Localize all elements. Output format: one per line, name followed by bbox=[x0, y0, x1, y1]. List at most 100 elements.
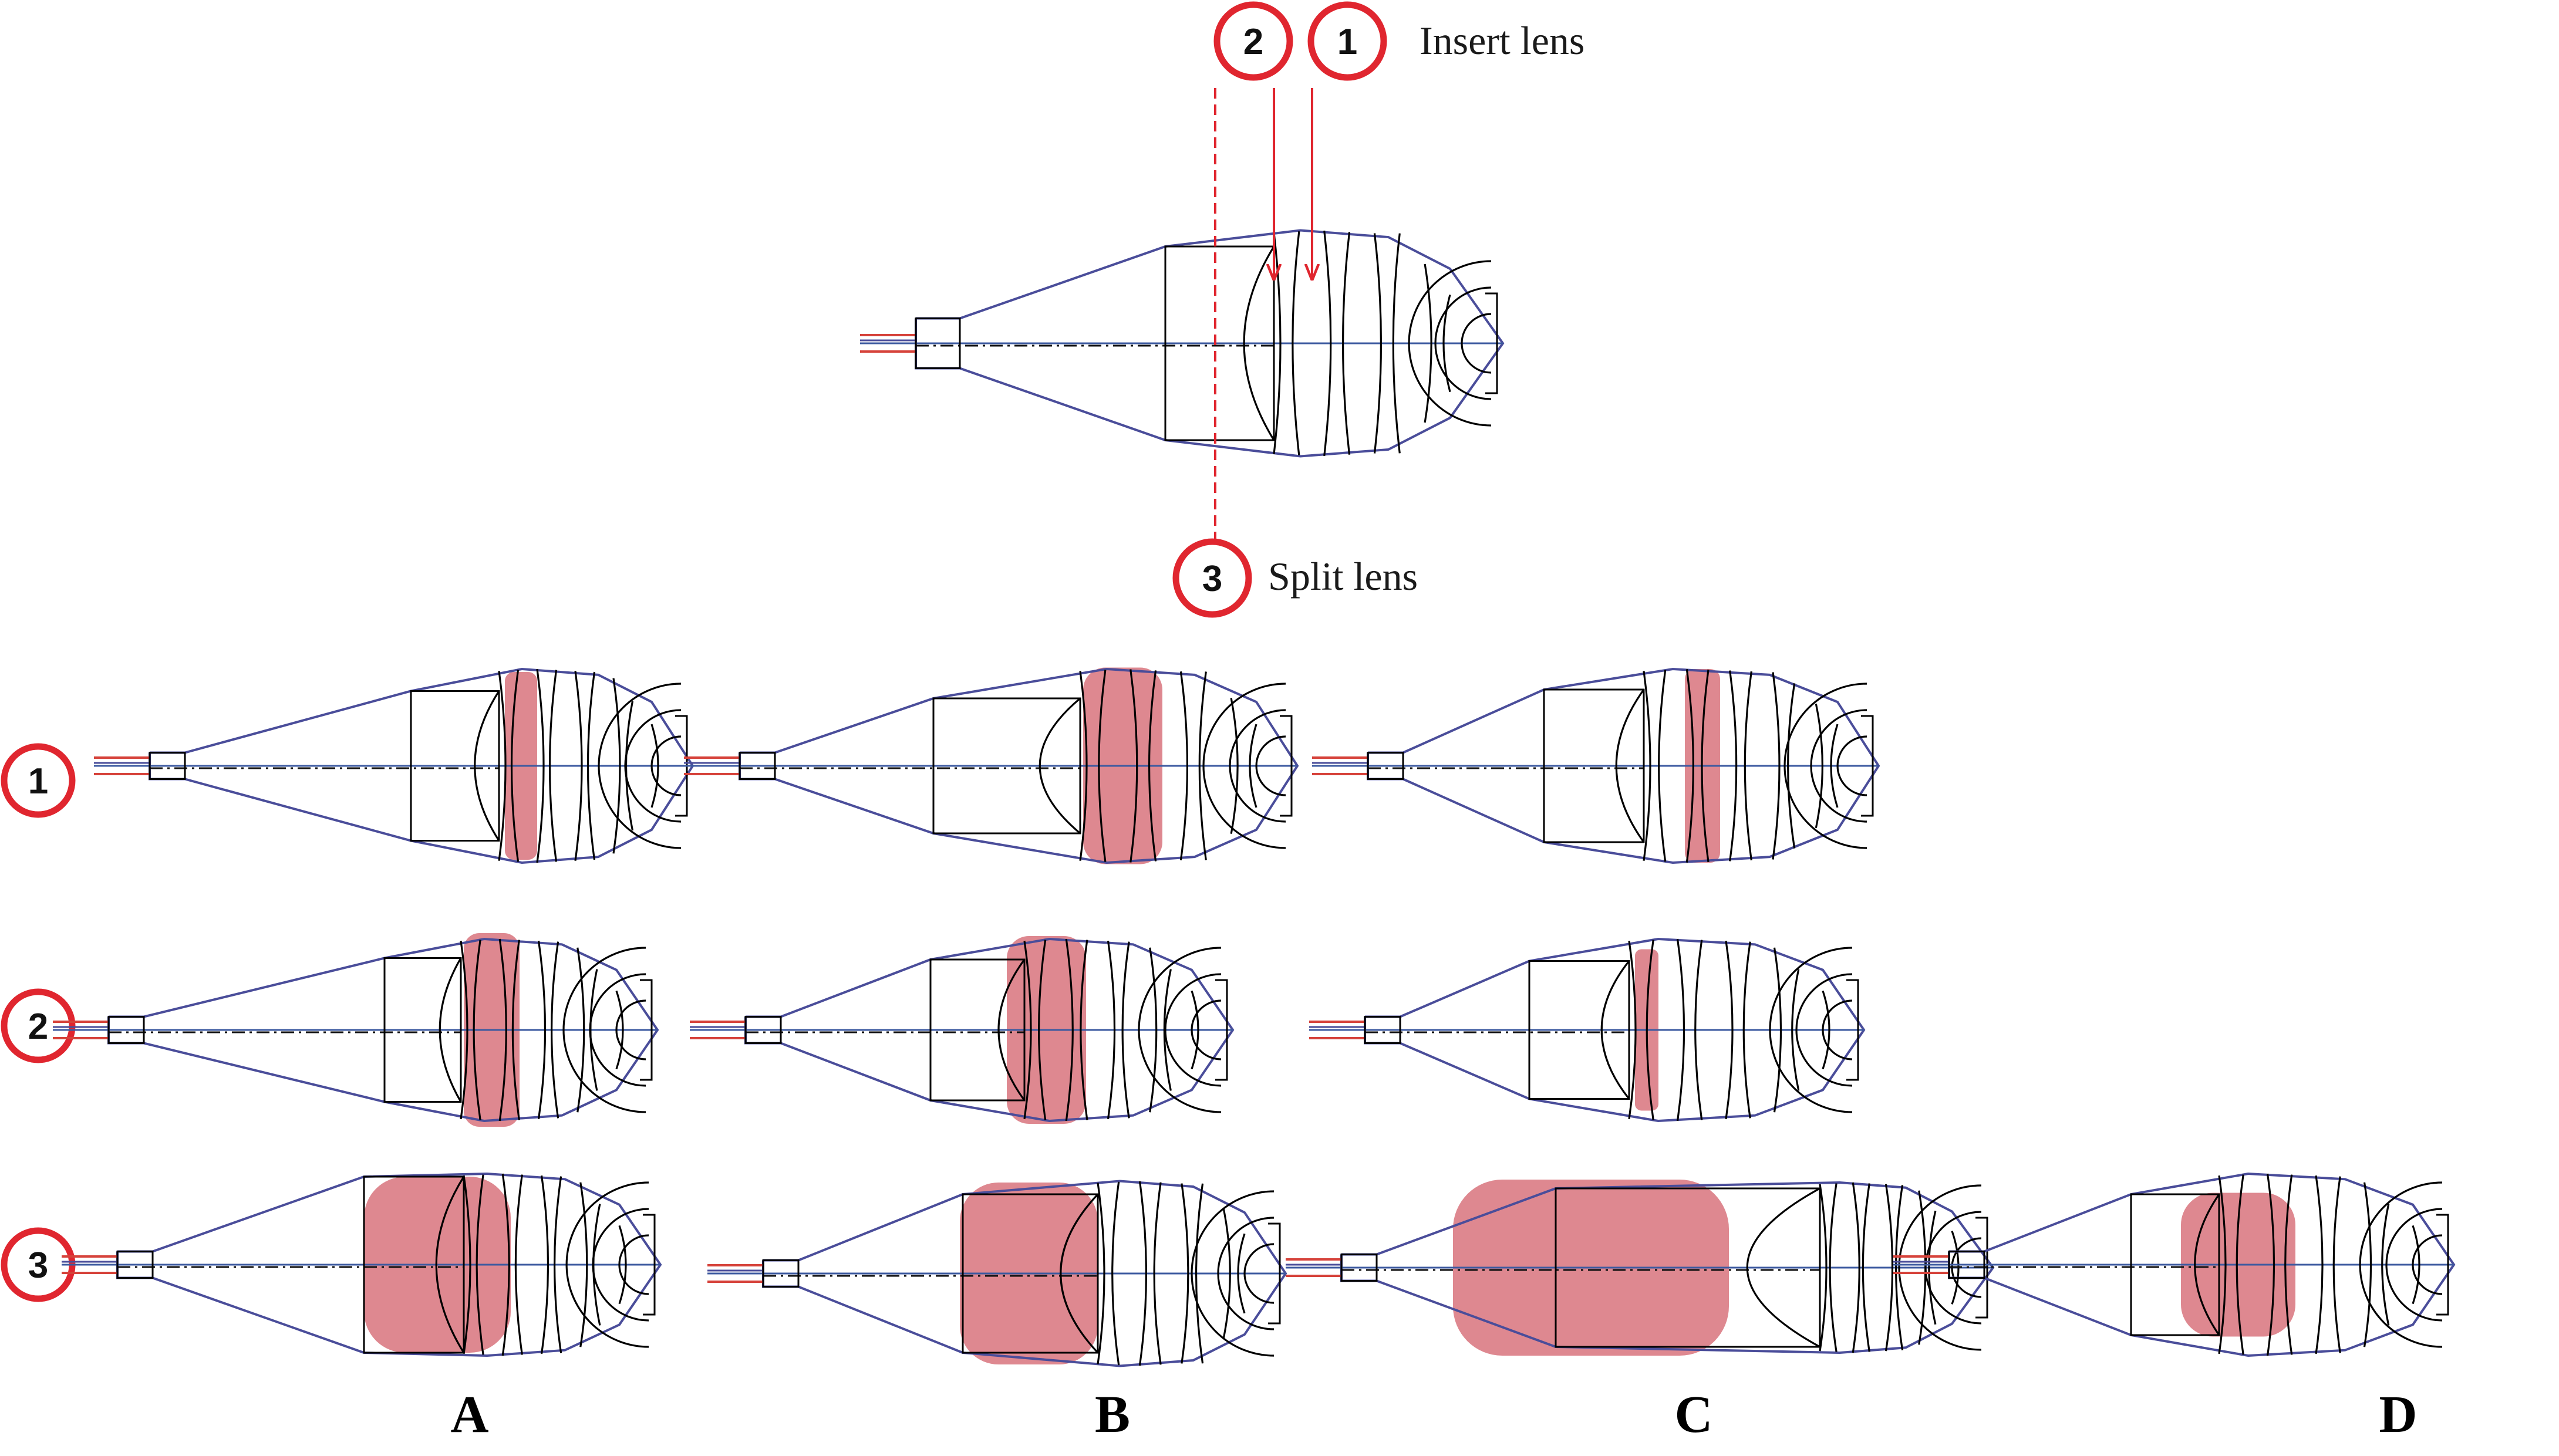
variant-3-a-element-surface-9 bbox=[618, 1225, 627, 1305]
variant-3-c-element-surface-8 bbox=[1928, 1210, 1937, 1325]
variant-3-d-front-element bbox=[2130, 1193, 2220, 1336]
variant-3-a-sensor bbox=[116, 1251, 154, 1279]
variant-2-c-element-surface-1 bbox=[1628, 940, 1637, 1120]
variant-1-b-rear-bracket bbox=[1280, 715, 1293, 817]
variant-1-c-element-surface-2 bbox=[1658, 670, 1667, 862]
svg-text:2: 2 bbox=[1243, 22, 1263, 62]
variant-1-a-element-surface-7 bbox=[612, 678, 621, 854]
variant-3-a-element-surface-1 bbox=[463, 1175, 471, 1354]
variant-3-c-front-element bbox=[1555, 1187, 1821, 1348]
variant-1-a-element-surface-3 bbox=[536, 668, 545, 863]
variant-1-a-rear-arc-1 bbox=[650, 735, 682, 796]
variant-1-c-rear-arc-1 bbox=[1836, 735, 1867, 796]
variant-3-b-element-surface-1 bbox=[1097, 1183, 1105, 1364]
variant-2-a-rear-arc-2 bbox=[589, 973, 646, 1087]
variant-2-c-element-surface-7 bbox=[1773, 947, 1782, 1113]
variant-2-b-element-surface-4 bbox=[1080, 940, 1088, 1120]
variant-1-a-element-surface-5 bbox=[574, 671, 583, 861]
svg-text:1: 1 bbox=[28, 761, 48, 802]
variant-2-c-element-surface-9 bbox=[1822, 990, 1830, 1070]
variant-1-c-envelope bbox=[1367, 667, 1880, 864]
variant-2-b-element-surface-9 bbox=[1191, 990, 1199, 1070]
variant-1-a-element-surface-1 bbox=[498, 671, 507, 861]
variant-1-c-element-surface-10 bbox=[1830, 724, 1839, 808]
variant-2-b-meniscus bbox=[997, 959, 1026, 1101]
row-badge-3: 3 bbox=[1, 1227, 76, 1302]
variant-3-b-rear-bracket bbox=[1268, 1222, 1281, 1325]
variant-3-a-element-surface-3 bbox=[501, 1173, 510, 1356]
variant-3-b-meniscus bbox=[1060, 1193, 1099, 1354]
variant-3-a-element-surface-6 bbox=[554, 1176, 562, 1353]
variant-1-c-element-surface-4 bbox=[1701, 669, 1710, 863]
variant-1-c-meniscus bbox=[1615, 689, 1645, 843]
base-rear-arc-1 bbox=[1461, 313, 1492, 374]
variant-3-c-element-surface-5 bbox=[1884, 1184, 1894, 1352]
variant-2-a-envelope bbox=[107, 937, 659, 1123]
svg-text:3: 3 bbox=[1202, 559, 1222, 599]
svg-text:2: 2 bbox=[28, 1006, 48, 1047]
variant-2-c-rear-bracket bbox=[1846, 979, 1859, 1081]
variant-3-b-rear-arc-3 bbox=[1191, 1190, 1275, 1357]
svg-text:3: 3 bbox=[28, 1245, 48, 1286]
variant-3-b-front-element bbox=[962, 1193, 1099, 1354]
variant-3-b-system bbox=[707, 1180, 1287, 1367]
variant-2-c-envelope bbox=[1364, 937, 1866, 1123]
variant-1-a-element-surface-6 bbox=[586, 671, 596, 860]
variant-2-c-element-surface-4 bbox=[1694, 940, 1703, 1120]
variant-1-b-element-surface-4 bbox=[1148, 670, 1157, 862]
variant-1-b-element-surface-3 bbox=[1130, 669, 1138, 863]
variant-2-c-rear-arc-2 bbox=[1795, 973, 1853, 1087]
variant-3-d-element-surface-9 bbox=[2412, 1225, 2420, 1305]
variant-1-b-element-surface-5 bbox=[1179, 671, 1189, 860]
variant-2-c-system bbox=[1309, 937, 1866, 1123]
variant-2-b-element-surface-6 bbox=[1121, 941, 1130, 1119]
variant-2-a-element-surface-2 bbox=[473, 940, 481, 1120]
variant-1-b-front-element bbox=[932, 697, 1081, 835]
variant-3-c-element-surface-3 bbox=[1852, 1182, 1860, 1353]
variant-2-a-rear-arc-1 bbox=[615, 999, 646, 1060]
variant-3-c-rear-arc-2 bbox=[1924, 1211, 1982, 1325]
variant-3-d-element-surface-6 bbox=[2332, 1176, 2341, 1353]
variant-1-b-envelope bbox=[739, 667, 1299, 864]
variant-1-c-element-surface-8 bbox=[1787, 683, 1796, 849]
variant-3-c-element-surface-2 bbox=[1829, 1183, 1838, 1352]
variant-1-b-rear-arc-1 bbox=[1255, 735, 1286, 796]
variant-1-b-element-surface-2 bbox=[1098, 670, 1107, 862]
variant-1-a-front-element bbox=[410, 690, 500, 842]
variant-3-a-rear-bracket bbox=[643, 1214, 656, 1316]
variant-3-c-element-surface-4 bbox=[1862, 1183, 1870, 1352]
variant-3-a-front-element bbox=[363, 1175, 465, 1354]
variant-3-b-element-surface-5 bbox=[1181, 1183, 1189, 1364]
variant-1-b-element-surface-7 bbox=[1230, 697, 1239, 835]
variant-3-d-element-surface-3 bbox=[2266, 1173, 2275, 1356]
variant-1-c-rear-arc-3 bbox=[1783, 683, 1867, 849]
variant-1-c-element-surface-3 bbox=[1685, 669, 1694, 863]
column-label-c: C bbox=[1675, 1386, 1713, 1444]
variant-3-a-meniscus bbox=[435, 1176, 465, 1353]
variant-1-c-front-element bbox=[1543, 688, 1645, 843]
variant-3-b-rear-arc-2 bbox=[1217, 1217, 1275, 1330]
variant-1-b-rear-arc-2 bbox=[1229, 709, 1286, 823]
variant-2-a-element-surface-9 bbox=[615, 990, 624, 1070]
variant-1-a-element-surface-2 bbox=[510, 670, 520, 862]
variant-3-a-rear-arc-1 bbox=[618, 1234, 649, 1295]
variant-2-a-rear-arc-3 bbox=[562, 947, 646, 1113]
variant-2-b-element-surface-5 bbox=[1107, 940, 1116, 1120]
variant-1-b-element-surface-8 bbox=[1249, 724, 1257, 808]
variant-1-c-element-surface-7 bbox=[1772, 672, 1781, 860]
variant-3-a-element-surface-4 bbox=[514, 1174, 523, 1355]
variant-2-a-element-surface-4 bbox=[511, 940, 520, 1120]
variant-3-b-element-surface-8 bbox=[1237, 1233, 1246, 1314]
base-element-surface-1 bbox=[1273, 232, 1282, 454]
variant-1-c-rear-arc-2 bbox=[1810, 709, 1867, 823]
base-element-surface-8 bbox=[1442, 294, 1451, 393]
variant-2-a-element-surface-7 bbox=[576, 947, 585, 1113]
variant-1-c-element-surface-5 bbox=[1729, 670, 1738, 862]
base-meniscus bbox=[1243, 246, 1275, 441]
variant-2-b-element-surface-2 bbox=[1038, 940, 1047, 1120]
variant-3-c-sensor bbox=[1340, 1254, 1378, 1282]
column-label-b: B bbox=[1095, 1386, 1130, 1444]
base-element-surface-4 bbox=[1341, 232, 1351, 455]
